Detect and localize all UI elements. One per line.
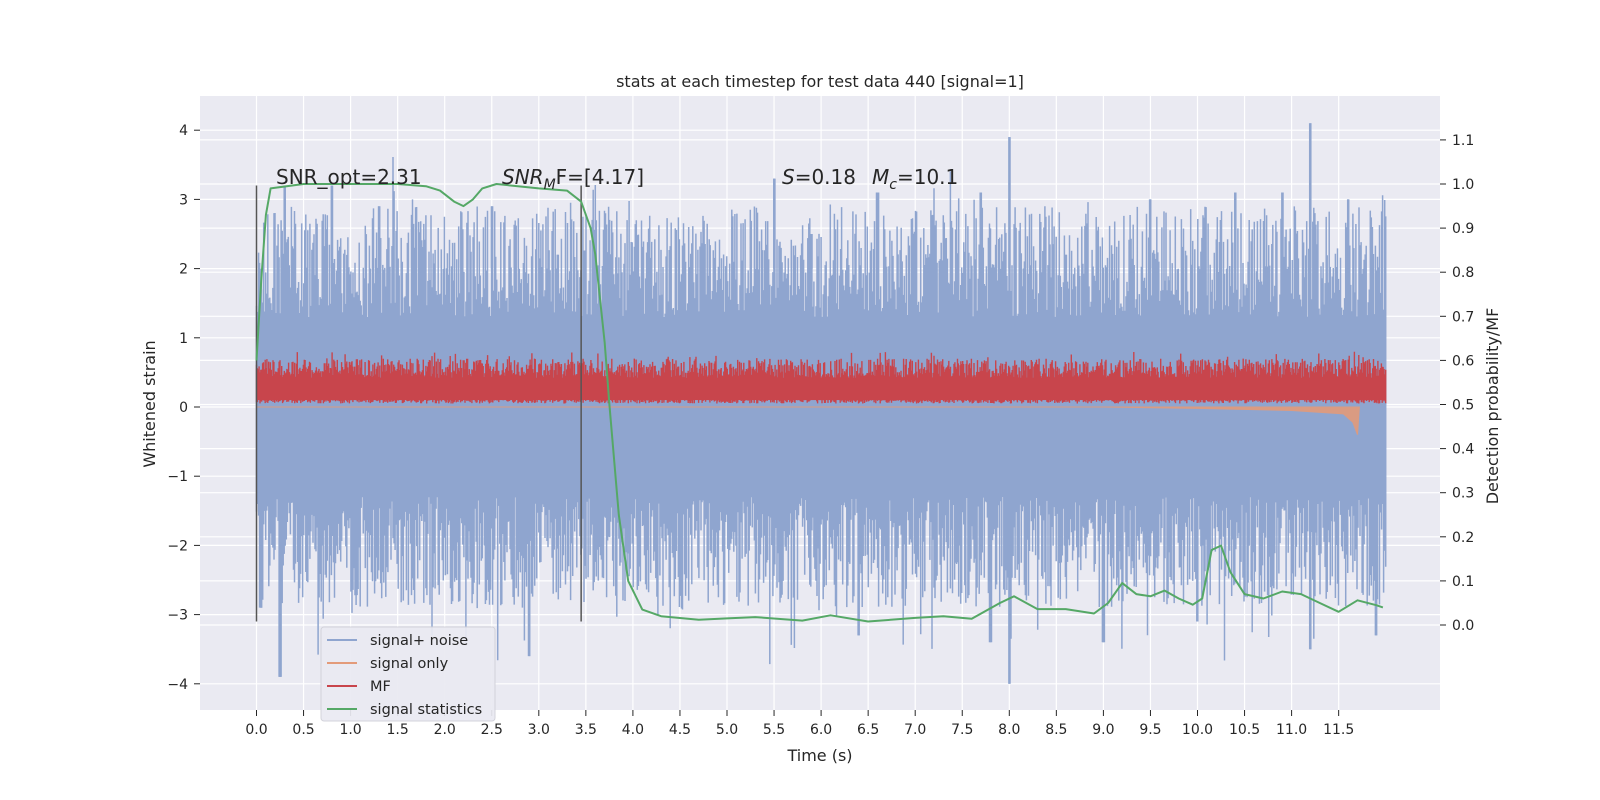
vertical-markers bbox=[255, 185, 582, 622]
yl-tick-label-4: 4 bbox=[179, 123, 188, 139]
yr-tick-label-0.9: 0.9 bbox=[1452, 221, 1474, 237]
y-axis-right-ticks: 1.1 1.0 0.9 0.8 0.7 0.6 0.5 0.4 0.3 0.2 0.1 0.0 bbox=[1440, 133, 1474, 634]
x-tick-label-11.0: 11.0 bbox=[1276, 722, 1307, 738]
yl-tick-label-1: 1 bbox=[179, 331, 188, 347]
statistics-line bbox=[255, 183, 1384, 623]
legend-box bbox=[320, 626, 496, 722]
s-label: S bbox=[782, 165, 795, 189]
yr-tick-label-1.1: 1.1 bbox=[1452, 133, 1474, 149]
yl-tick-label--1: −1 bbox=[167, 469, 188, 485]
mc-sub: c bbox=[889, 177, 897, 193]
yr-tick-label-0.6: 0.6 bbox=[1452, 353, 1474, 369]
yr-tick-label-0.4: 0.4 bbox=[1452, 442, 1474, 458]
x-tick-label-3.0: 3.0 bbox=[528, 722, 550, 738]
mf-core bbox=[256, 377, 1386, 401]
x-tick-label-9.0: 9.0 bbox=[1092, 722, 1114, 738]
x-tick-label-4.5: 4.5 bbox=[669, 722, 691, 738]
yr-tick-label-0.3: 0.3 bbox=[1452, 486, 1474, 502]
yl-tick-label-3: 3 bbox=[179, 192, 188, 208]
yr-tick-label-0.0: 0.0 bbox=[1452, 618, 1474, 634]
legend-label-mf: MF bbox=[370, 679, 391, 695]
series-mf bbox=[255, 351, 1387, 404]
x-tick-label-8.5: 8.5 bbox=[1045, 722, 1067, 738]
x-tick-label-7.5: 7.5 bbox=[951, 722, 973, 738]
x-tick-label-2.5: 2.5 bbox=[481, 722, 503, 738]
x-tick-label-0.0: 0.0 bbox=[245, 722, 267, 738]
x-tick-label-10.5: 10.5 bbox=[1229, 722, 1260, 738]
x-tick-label-5.5: 5.5 bbox=[763, 722, 785, 738]
yl-tick-label--3: −3 bbox=[167, 608, 188, 624]
yl-tick-label-2: 2 bbox=[179, 262, 188, 278]
x-tick-label-1.0: 1.0 bbox=[339, 722, 361, 738]
yr-tick-label-1.0: 1.0 bbox=[1452, 177, 1474, 193]
legend-label-signal-noise: signal+ noise bbox=[370, 633, 468, 649]
annot-gap: M bbox=[872, 165, 889, 189]
x-tick-label-5.0: 5.0 bbox=[716, 722, 738, 738]
legend-label-signal-statistics: signal statistics bbox=[370, 702, 482, 718]
yl-tick-label--4: −4 bbox=[167, 677, 188, 693]
y-axis-left-label: Whitened strain bbox=[140, 340, 159, 467]
snr-mf-label: SNR bbox=[502, 165, 544, 189]
x-tick-label-10.0: 10.0 bbox=[1182, 722, 1213, 738]
s-value: =0.18 bbox=[795, 165, 856, 189]
x-tick-label-3.5: 3.5 bbox=[575, 722, 597, 738]
y-axis-right-label: Detection probability/MF bbox=[1483, 308, 1502, 505]
series-signal-statistics bbox=[255, 183, 1384, 623]
signal-only-fill bbox=[256, 406, 1360, 435]
yr-tick-label-0.7: 0.7 bbox=[1452, 309, 1474, 325]
legend-label-signal-only: signal only bbox=[370, 656, 449, 672]
yr-tick-label-0.5: 0.5 bbox=[1452, 398, 1474, 414]
legend: signal+ noise signal only MF signal stat… bbox=[320, 626, 496, 722]
x-tick-label-6.0: 6.0 bbox=[810, 722, 832, 738]
yr-tick-label-0.8: 0.8 bbox=[1452, 265, 1474, 281]
x-tick-label-2.0: 2.0 bbox=[434, 722, 456, 738]
x-tick-label-4.0: 4.0 bbox=[622, 722, 644, 738]
x-tick-label-9.5: 9.5 bbox=[1139, 722, 1161, 738]
x-tick-label-1.5: 1.5 bbox=[387, 722, 409, 738]
y-axis-left-ticks: 4 3 2 1 0 −1 −2 −3 −4 bbox=[167, 123, 200, 693]
yl-tick-label--2: −2 bbox=[167, 538, 188, 554]
chart-title: stats at each timestep for test data 440… bbox=[616, 72, 1024, 91]
x-tick-label-7.0: 7.0 bbox=[904, 722, 926, 738]
yr-tick-label-0.2: 0.2 bbox=[1452, 530, 1474, 546]
mc-value: =10.1 bbox=[897, 165, 958, 189]
yl-tick-label-0: 0 bbox=[179, 400, 188, 416]
annotation-snr-opt: SNR_opt=2.31 bbox=[276, 165, 422, 189]
annotation-snr-mf: SNRMF=[4.17] bbox=[502, 165, 644, 193]
x-axis-ticks: 0.0 0.5 1.0 1.5 2.0 2.5 3.0 3.5 4.0 4.5 5.0 5.5 6.0 6… bbox=[245, 710, 1354, 738]
annotation-s-mc: S=0.18 Mc=10.1 bbox=[782, 165, 958, 193]
series-signal-only bbox=[256, 406, 1360, 435]
snr-mf-rest: F=[4.17] bbox=[556, 165, 644, 189]
yr-tick-label-0.1: 0.1 bbox=[1452, 574, 1474, 590]
x-tick-label-6.5: 6.5 bbox=[857, 722, 879, 738]
x-tick-label-11.5: 11.5 bbox=[1323, 722, 1354, 738]
snr-mf-sub: M bbox=[544, 177, 556, 193]
x-axis-label: Time (s) bbox=[786, 746, 852, 765]
x-tick-label-8.0: 8.0 bbox=[998, 722, 1020, 738]
x-tick-label-0.5: 0.5 bbox=[292, 722, 314, 738]
